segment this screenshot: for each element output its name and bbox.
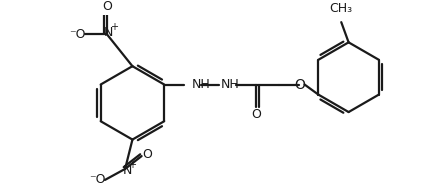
Text: N: N xyxy=(104,26,113,39)
Text: NH: NH xyxy=(221,78,240,91)
Text: O: O xyxy=(295,78,305,92)
Text: +: + xyxy=(129,160,136,170)
Text: ⁻O: ⁻O xyxy=(69,28,86,41)
Text: N: N xyxy=(122,164,132,177)
Text: NH: NH xyxy=(192,78,211,91)
Text: O: O xyxy=(142,148,152,161)
Text: +: + xyxy=(110,22,118,32)
Text: ⁻O: ⁻O xyxy=(89,173,106,186)
Text: O: O xyxy=(102,0,112,13)
Text: CH₃: CH₃ xyxy=(330,2,353,15)
Text: O: O xyxy=(251,108,261,121)
